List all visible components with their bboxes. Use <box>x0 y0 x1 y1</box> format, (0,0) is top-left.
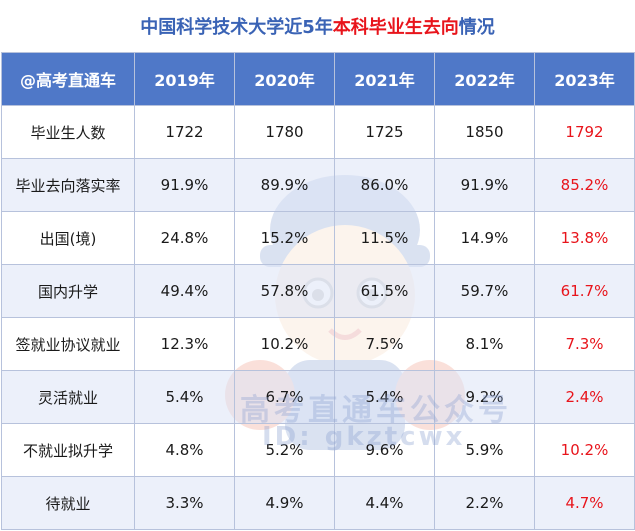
table-cell: 4.9% <box>234 476 335 530</box>
row-label: 不就业拟升学 <box>1 423 135 477</box>
table-cell-highlight: 10.2% <box>534 423 635 477</box>
table-cell: 89.9% <box>234 158 335 212</box>
row-label: 签就业协议就业 <box>1 317 135 371</box>
table-cell-highlight: 1792 <box>534 105 635 159</box>
table-cell-highlight: 61.7% <box>534 264 635 318</box>
table-row: 毕业生人数 1722 1780 1725 1850 1792 <box>1 105 635 159</box>
table-row: 出国(境) 24.8% 15.2% 11.5% 14.9% 13.8% <box>1 211 635 265</box>
table-cell: 2.2% <box>434 476 535 530</box>
table-cell: 9.6% <box>334 423 435 477</box>
table-cell: 59.7% <box>434 264 535 318</box>
table-cell-highlight: 2.4% <box>534 370 635 424</box>
watermark-id: ID: gkztcwx <box>262 422 466 452</box>
table-cell: 1850 <box>434 105 535 159</box>
row-label: 国内升学 <box>1 264 135 318</box>
row-label: 毕业去向落实率 <box>1 158 135 212</box>
table-row: 待就业 3.3% 4.9% 4.4% 2.2% 4.7% <box>1 476 635 530</box>
table-cell: 5.4% <box>334 370 435 424</box>
page-title: 中国科学技术大学近5年 本科毕业生去向 情况 <box>0 0 635 52</box>
table-cell: 10.2% <box>234 317 335 371</box>
table-cell: 15.2% <box>234 211 335 265</box>
table-cell-highlight: 7.3% <box>534 317 635 371</box>
title-suffix: 情况 <box>458 17 495 38</box>
table-cell-highlight: 13.8% <box>534 211 635 265</box>
table-cell: 24.8% <box>134 211 235 265</box>
table-cell: 5.2% <box>234 423 335 477</box>
table-row: 不就业拟升学 4.8% 5.2% 9.6% 5.9% 10.2% <box>1 423 635 477</box>
table-row: 签就业协议就业 12.3% 10.2% 7.5% 8.1% 7.3% <box>1 317 635 371</box>
table-cell: 57.8% <box>234 264 335 318</box>
row-label: 毕业生人数 <box>1 105 135 159</box>
header-cell-2021: 2021年 <box>334 52 435 106</box>
table-cell: 3.3% <box>134 476 235 530</box>
table-cell: 7.5% <box>334 317 435 371</box>
table-cell-highlight: 85.2% <box>534 158 635 212</box>
header-cell-2020: 2020年 <box>234 52 335 106</box>
title-prefix: 中国科学技术大学近5年 <box>140 17 333 38</box>
watermark-name: 高考直通车公众号 <box>240 393 512 428</box>
table-cell: 4.4% <box>334 476 435 530</box>
table-row: 毕业去向落实率 91.9% 89.9% 86.0% 91.9% 85.2% <box>1 158 635 212</box>
table-cell: 6.7% <box>234 370 335 424</box>
table-cell: 1722 <box>134 105 235 159</box>
table-cell-highlight: 4.7% <box>534 476 635 530</box>
table-cell: 91.9% <box>134 158 235 212</box>
table-cell: 91.9% <box>434 158 535 212</box>
table-cell: 8.1% <box>434 317 535 371</box>
table-cell: 4.8% <box>134 423 235 477</box>
table-cell: 1780 <box>234 105 335 159</box>
table-cell: 1725 <box>334 105 435 159</box>
row-label: 待就业 <box>1 476 135 530</box>
table-cell: 5.9% <box>434 423 535 477</box>
table-cell: 14.9% <box>434 211 535 265</box>
table-cell: 11.5% <box>334 211 435 265</box>
table-row: 国内升学 49.4% 57.8% 61.5% 59.7% 61.7% <box>1 264 635 318</box>
table-cell: 5.4% <box>134 370 235 424</box>
title-highlight: 本科毕业生去向 <box>332 17 459 38</box>
table-cell: 86.0% <box>334 158 435 212</box>
table-row: 灵活就业 5.4% 6.7% 5.4% 9.2% 2.4% <box>1 370 635 424</box>
row-label: 出国(境) <box>1 211 135 265</box>
table-cell: 61.5% <box>334 264 435 318</box>
table-cell: 49.4% <box>134 264 235 318</box>
data-table: @高考直通车 2019年 2020年 2021年 2022年 2023年 毕业生… <box>1 52 635 530</box>
header-cell-2019: 2019年 <box>134 52 235 106</box>
header-row: @高考直通车 2019年 2020年 2021年 2022年 2023年 <box>1 52 635 106</box>
header-cell-2023: 2023年 <box>534 52 635 106</box>
header-cell-2022: 2022年 <box>434 52 535 106</box>
table-cell: 12.3% <box>134 317 235 371</box>
header-cell-source: @高考直通车 <box>1 52 135 106</box>
row-label: 灵活就业 <box>1 370 135 424</box>
